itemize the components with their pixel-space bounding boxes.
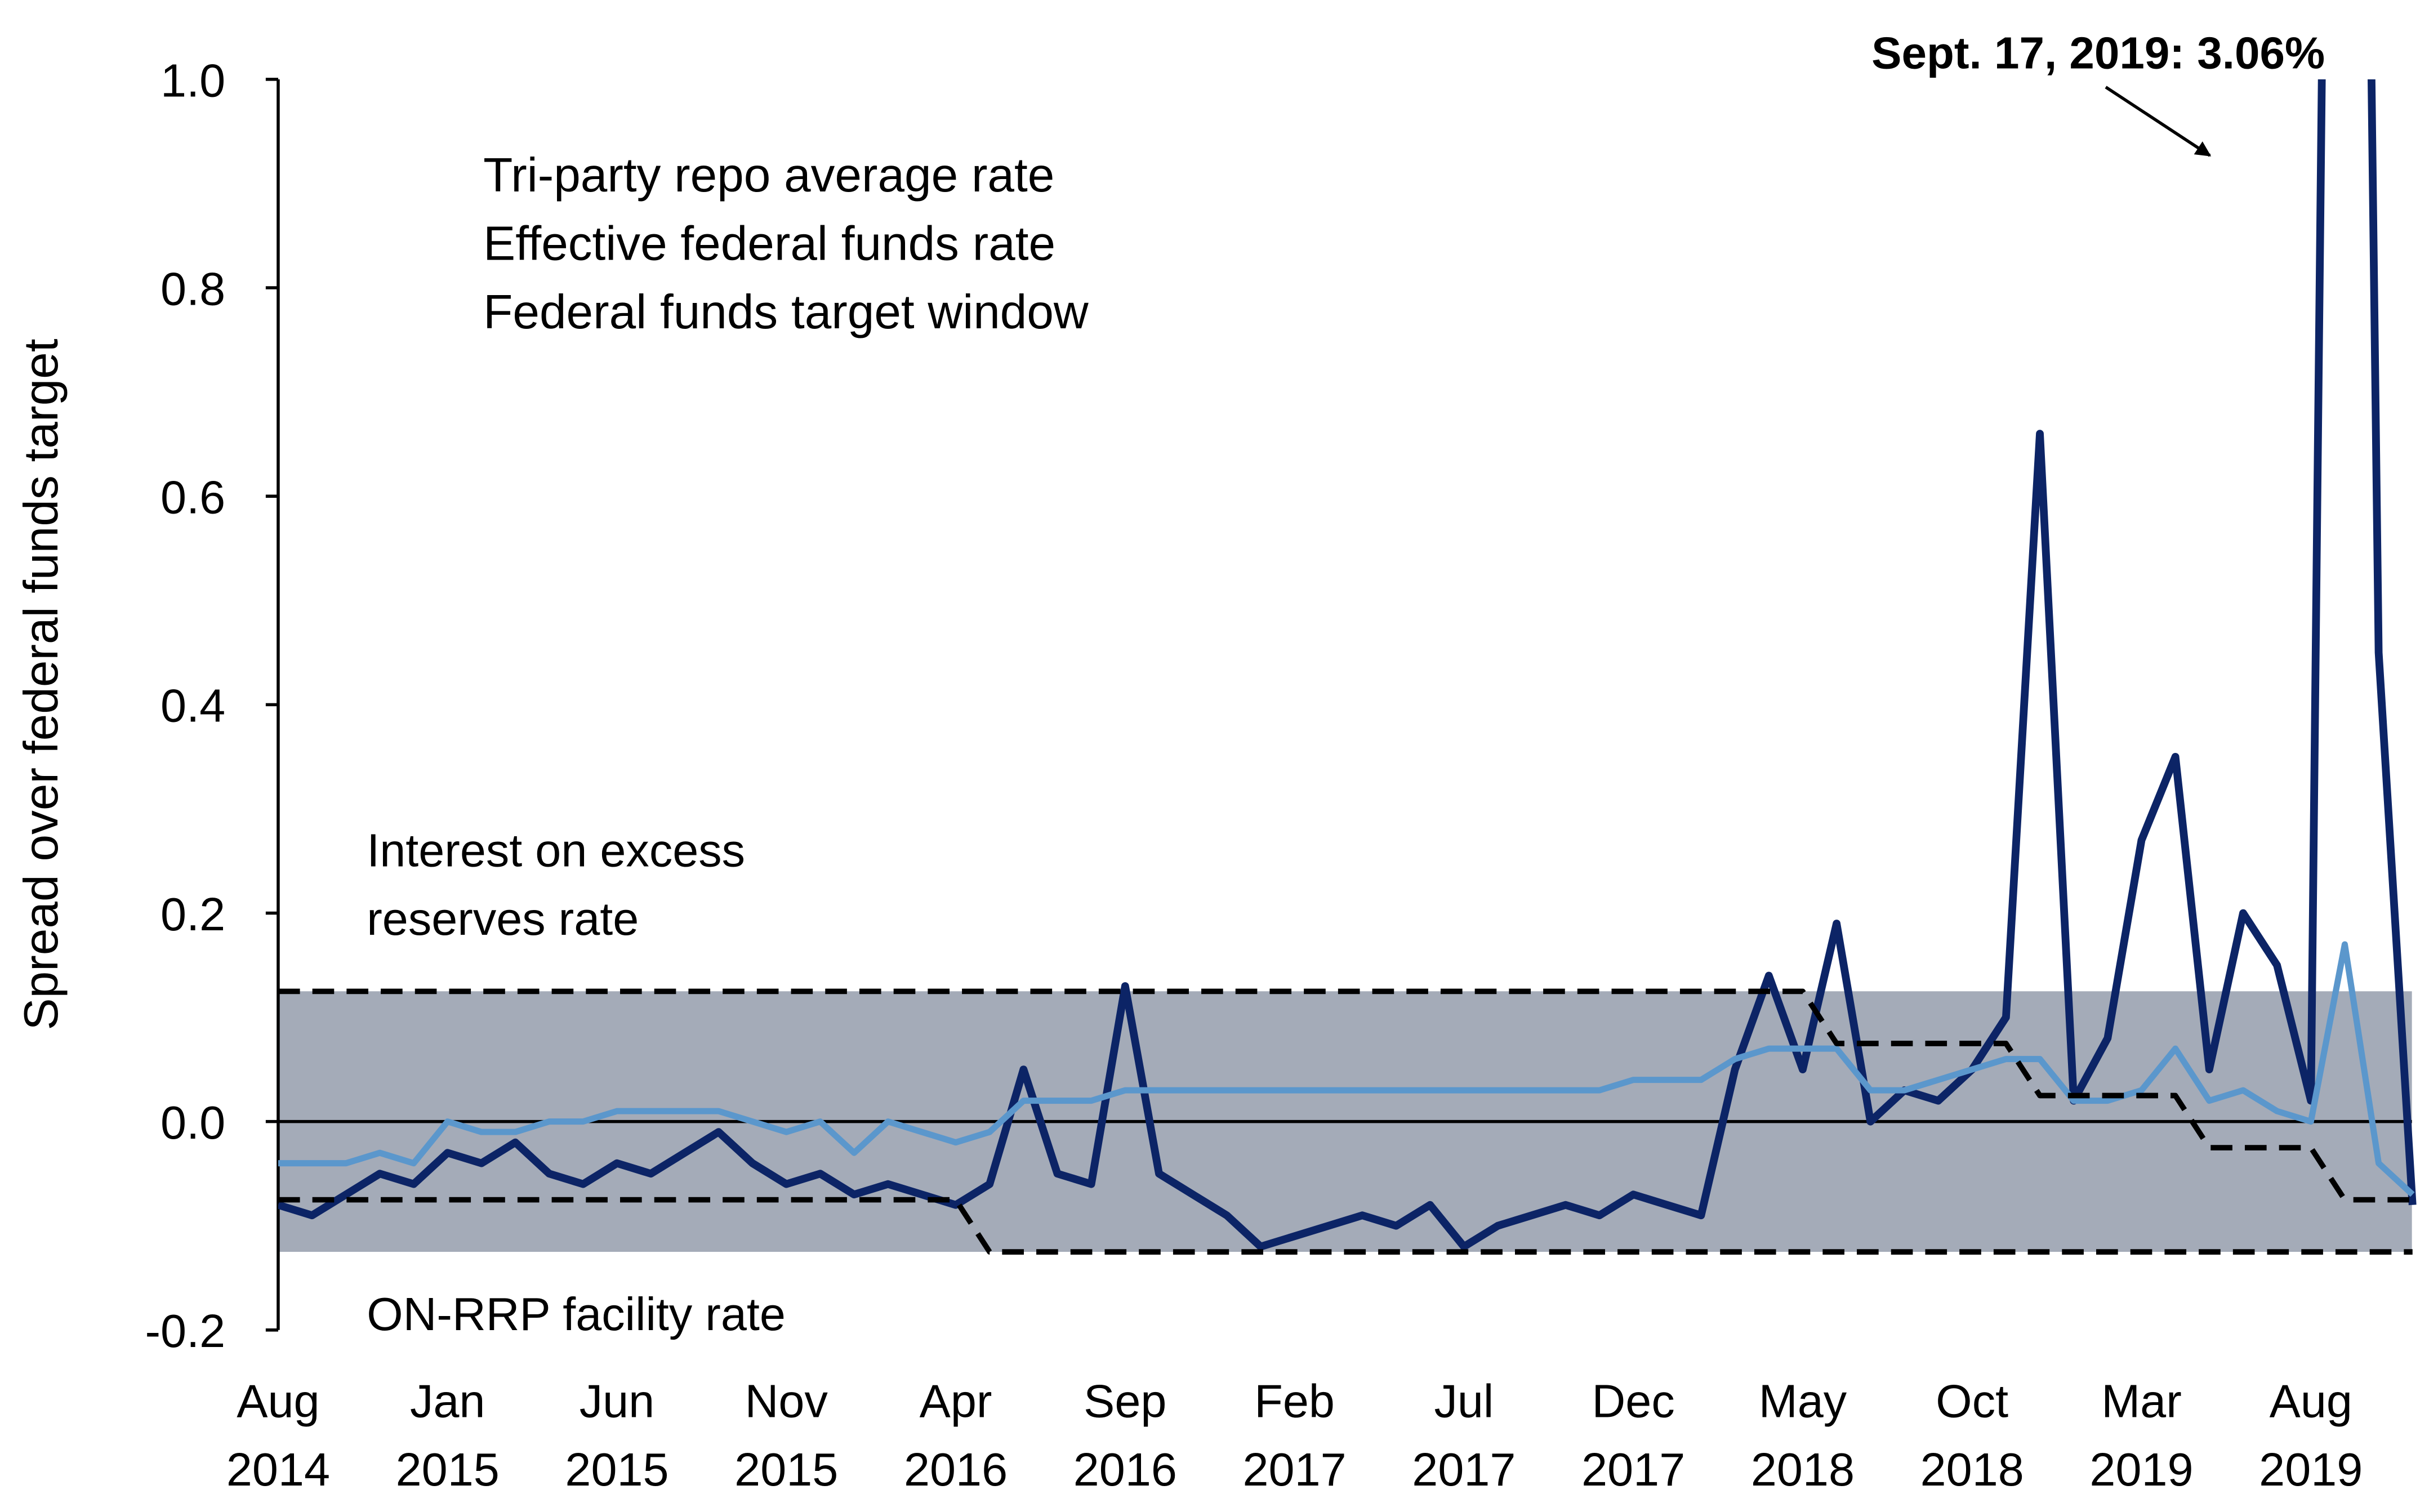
x-tick-label: Jun 2015 xyxy=(565,1376,669,1497)
reference-label-box: Interest on excess reserves rate xyxy=(367,826,746,946)
plot-area xyxy=(278,79,2417,1255)
y-tick-label: 0.0 xyxy=(161,1096,225,1149)
legend-label: Tri-party repo average rate xyxy=(483,149,1054,202)
reference-label: Interest on excess reserves rate xyxy=(367,826,746,946)
x-tick-label: Mar 2019 xyxy=(2089,1376,2194,1497)
x-tick-label-box: Apr 2016 xyxy=(903,1376,1008,1497)
y-tick-label: 0.4 xyxy=(161,680,225,732)
x-tick-label: Sep 2016 xyxy=(1073,1376,1177,1497)
reference-label-box: ON-RRP facility rate xyxy=(367,1289,786,1341)
x-tick-label: Jan 2015 xyxy=(395,1376,500,1497)
x-tick-label: Feb 2017 xyxy=(1242,1376,1347,1497)
x-tick-label-box: Oct 2018 xyxy=(1920,1376,2024,1497)
x-tick-label: Dec 2017 xyxy=(1581,1376,1686,1497)
reference-line xyxy=(278,1197,2413,1255)
x-tick-label: Apr 2016 xyxy=(903,1376,1008,1497)
series-line xyxy=(278,79,2417,1251)
x-tick-label-box: May 2018 xyxy=(1750,1376,1855,1497)
annotation: Sept. 17, 2019: 3.06% xyxy=(1871,28,2325,78)
x-tick-label-box: Jan 2015 xyxy=(395,1376,500,1497)
x-tick-label-box: Sep 2016 xyxy=(1073,1376,1177,1497)
reference-label: ON-RRP facility rate xyxy=(367,1289,786,1341)
x-tick-label: Jul 2017 xyxy=(1412,1376,1516,1497)
x-tick-label-box: Feb 2017 xyxy=(1242,1376,1347,1497)
y-tick-label: 0.8 xyxy=(161,262,225,315)
x-tick-label-box: Dec 2017 xyxy=(1581,1376,1686,1497)
x-tick-label: Nov 2015 xyxy=(734,1376,839,1497)
legend-label: Federal funds target window xyxy=(483,286,1089,339)
x-tick-label: Oct 2018 xyxy=(1920,1376,2024,1497)
annotation-arrow xyxy=(2105,86,2212,157)
x-tick-label: Aug 2014 xyxy=(226,1376,331,1497)
x-tick-label-box: Jun 2015 xyxy=(565,1376,669,1497)
x-tick-label-box: Jul 2017 xyxy=(1412,1376,1516,1497)
x-tick-label: May 2018 xyxy=(1750,1376,1855,1497)
y-tick-label: 0.2 xyxy=(161,888,225,940)
x-tick-label-box: Mar 2019 xyxy=(2089,1376,2194,1497)
y-tick-label: 0.6 xyxy=(161,471,225,524)
legend-label: Effective federal funds rate xyxy=(483,217,1055,270)
y-axis-label: Spread over federal funds target xyxy=(15,338,68,1030)
y-tick-label: -0.2 xyxy=(145,1305,225,1357)
x-tick-label-box: Aug 2019 xyxy=(2259,1376,2363,1497)
x-tick-label: Aug 2019 xyxy=(2259,1376,2363,1497)
series-line xyxy=(278,941,2415,1197)
x-tick-label-box: Aug 2014 xyxy=(226,1376,331,1497)
y-tick-label: 1.0 xyxy=(161,54,225,106)
reference-line xyxy=(278,988,2413,1203)
x-tick-label-box: Nov 2015 xyxy=(734,1376,839,1497)
